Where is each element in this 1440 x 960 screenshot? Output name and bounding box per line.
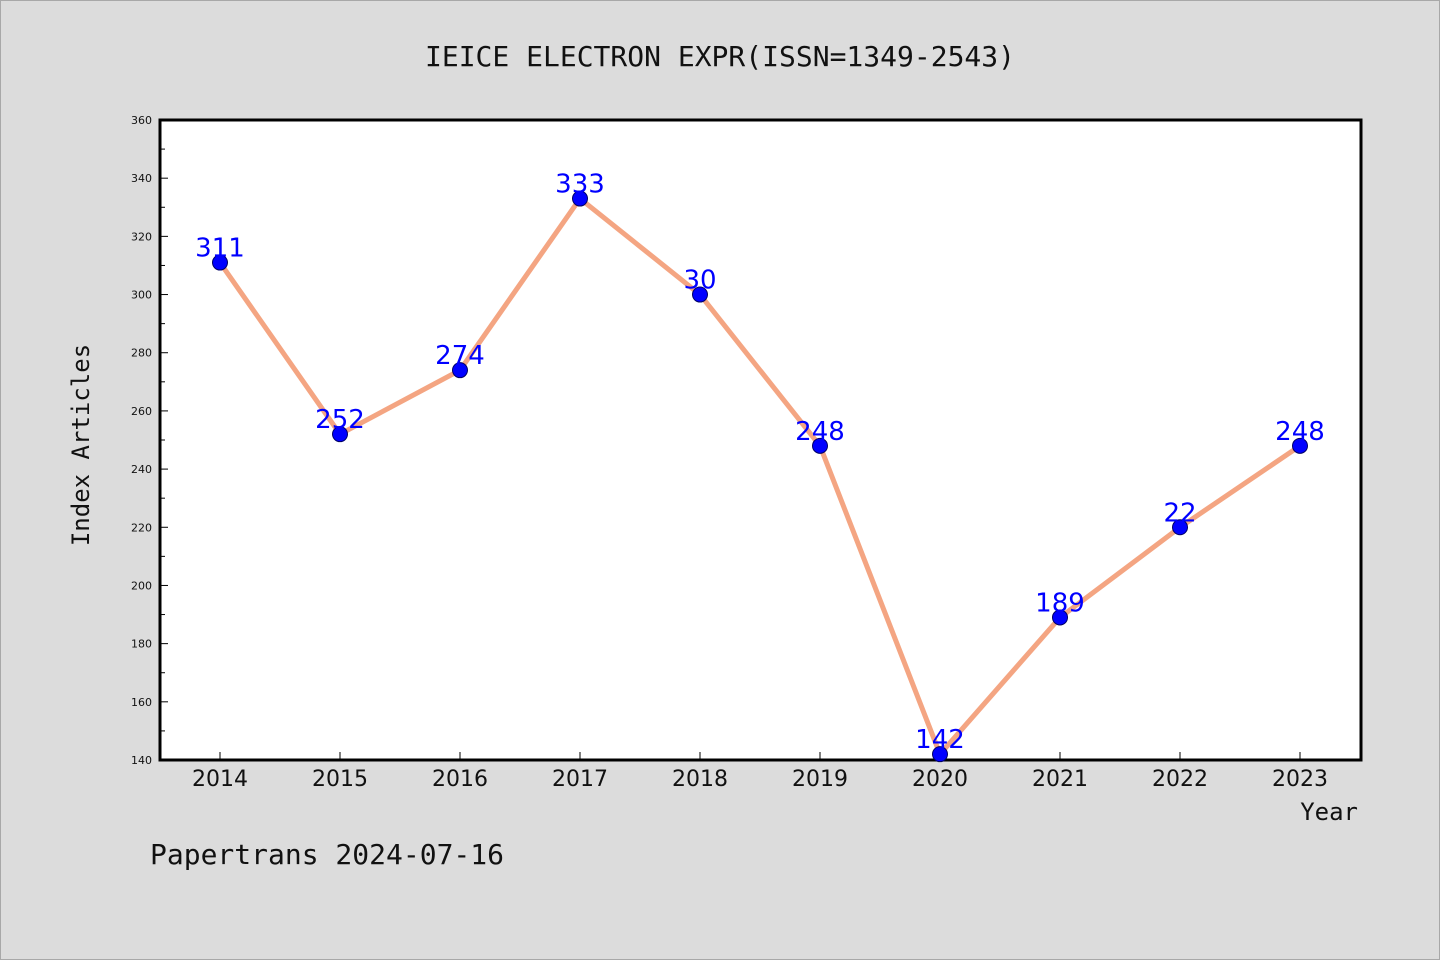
x-axis: 2014 2015 2016 2017 2018 2019 2020 2021 2022 2023	[192, 752, 1328, 792]
y-tick-label: 300	[131, 289, 152, 302]
data-label: 333	[555, 170, 605, 200]
data-label: 189	[1035, 588, 1085, 618]
y-tick-label: 340	[131, 172, 152, 185]
data-label: 248	[795, 417, 845, 447]
data-label: 248	[1275, 417, 1325, 447]
data-point	[692, 286, 708, 303]
x-tick-label: 2015	[312, 767, 368, 792]
data-label: 22	[1163, 498, 1196, 528]
data-point	[932, 746, 948, 763]
x-tick-label: 2021	[1032, 767, 1088, 792]
series-line	[217, 196, 1303, 757]
footer-credit: Papertrans 2024-07-16	[150, 838, 504, 871]
data-point	[572, 190, 588, 207]
x-tick-label: 2014	[192, 767, 248, 792]
data-label: 142	[915, 725, 965, 755]
data-labels: 311 252 274 333 30 248 142 189 22 248	[195, 170, 1325, 756]
y-tick-label: 180	[131, 638, 152, 651]
data-point	[1172, 519, 1188, 536]
data-point	[332, 426, 348, 443]
data-label: 252	[315, 405, 365, 435]
data-point	[212, 254, 228, 271]
y-tick-label: 220	[131, 521, 152, 534]
data-point	[812, 437, 828, 454]
data-point	[1292, 437, 1308, 454]
y-tick-label: 200	[131, 579, 152, 592]
y-tick-label: 160	[131, 696, 152, 709]
x-tick-label: 2017	[552, 767, 608, 792]
data-point	[1052, 609, 1068, 626]
data-point	[452, 362, 468, 379]
series-polyline	[217, 196, 1303, 757]
x-tick-label: 2023	[1272, 767, 1328, 792]
chart-title: IEICE ELECTRON EXPR(ISSN=1349-2543)	[425, 40, 1015, 73]
y-tick-label: 280	[131, 347, 152, 360]
x-axis-label: Year	[1300, 798, 1358, 826]
y-axis: 140 160 180 200 220 240 260 280 300 320 340 360	[131, 114, 168, 767]
y-tick-label: 360	[131, 114, 152, 127]
y-tick-label: 260	[131, 405, 152, 418]
x-tick-label: 2018	[672, 767, 728, 792]
data-markers	[212, 190, 1308, 763]
x-tick-label: 2022	[1152, 767, 1208, 792]
y-tick-label: 240	[131, 463, 152, 476]
plot-area	[158, 118, 1363, 762]
x-tick-label: 2016	[432, 767, 488, 792]
y-tick-label: 140	[131, 754, 152, 767]
x-tick-label: 2019	[792, 767, 848, 792]
data-label: 30	[683, 266, 716, 296]
data-label: 274	[435, 341, 485, 371]
y-axis-label: Index Articles	[67, 344, 95, 546]
x-tick-label: 2020	[912, 767, 968, 792]
data-label: 311	[195, 234, 245, 264]
y-tick-label: 320	[131, 230, 152, 243]
